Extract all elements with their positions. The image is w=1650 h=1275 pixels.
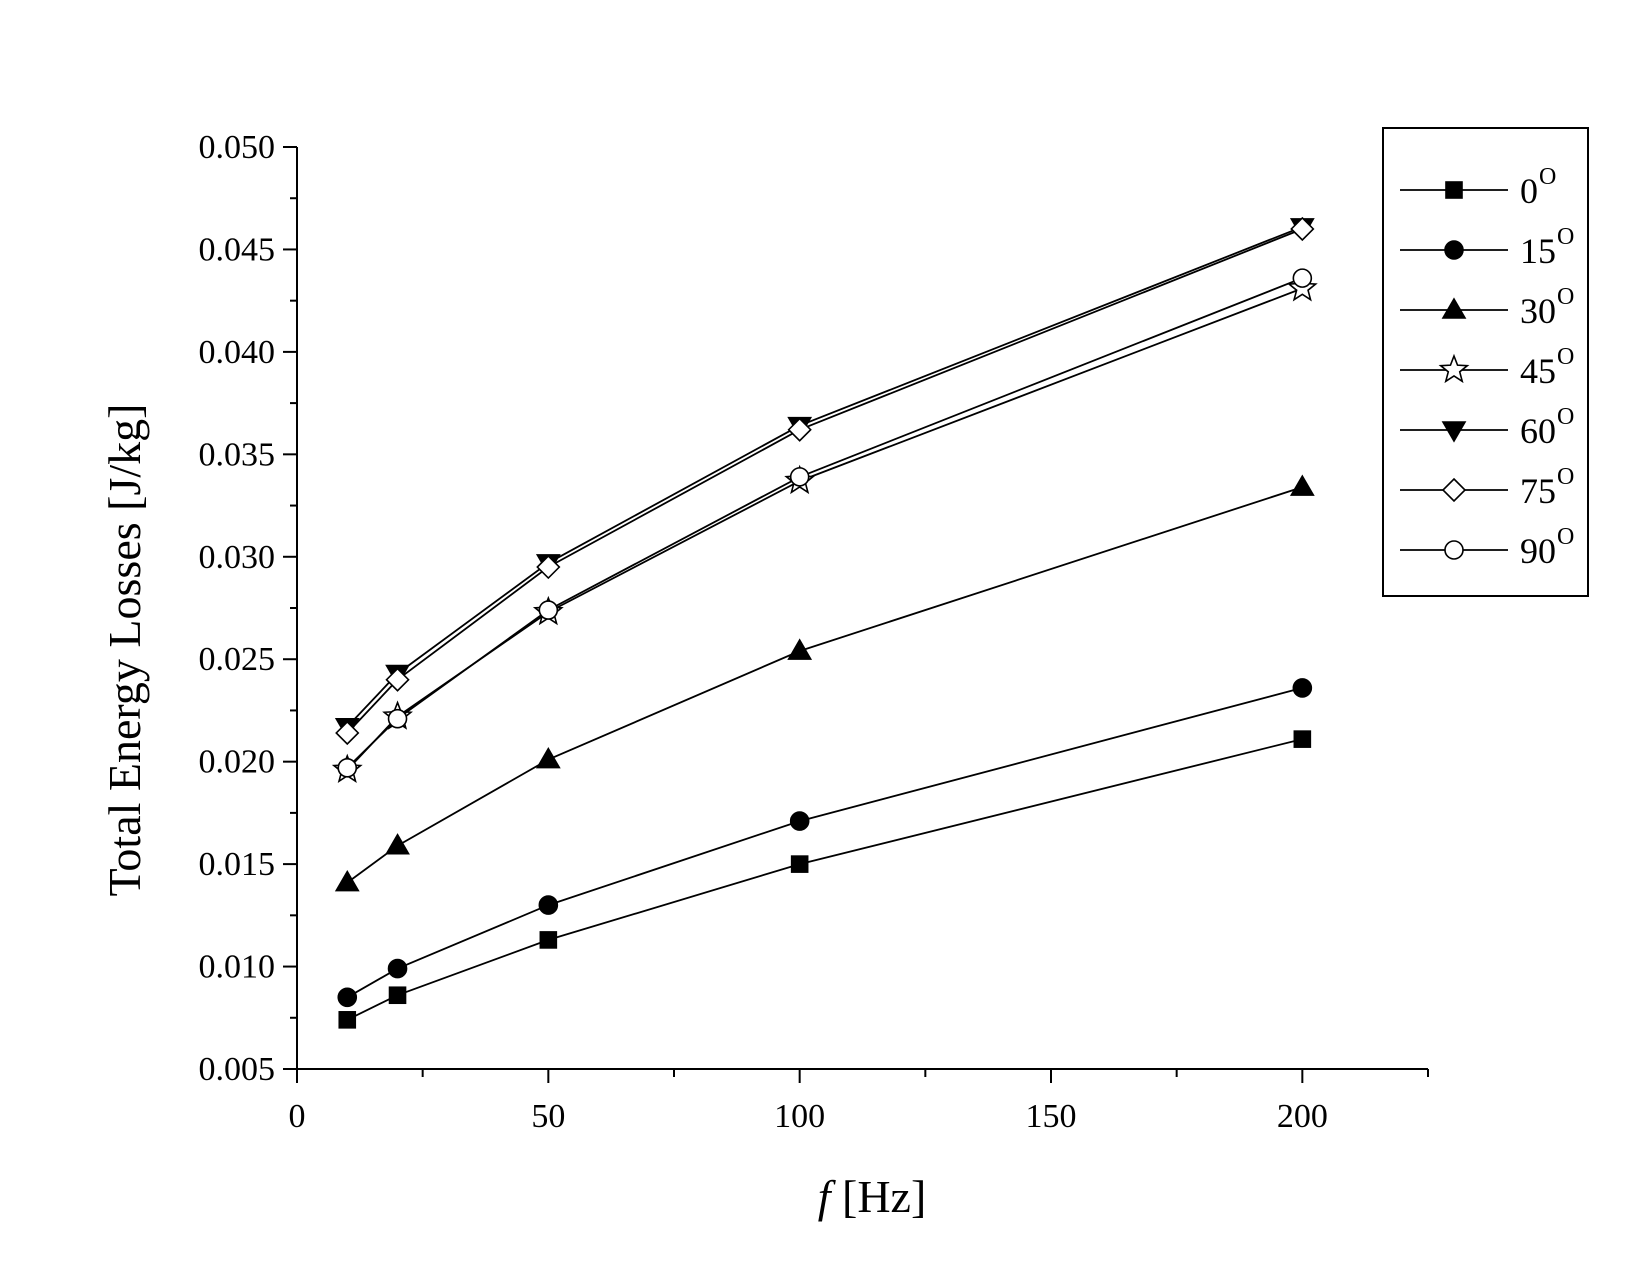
marker-square-filled <box>388 986 407 1005</box>
marker-circle-filled <box>1292 678 1313 698</box>
y-tick-label: 0.025 <box>199 641 276 678</box>
series-line <box>346 277 1303 769</box>
series-15 <box>337 678 1313 1008</box>
marker-diamond-open <box>1290 216 1315 242</box>
x-tick-label: 150 <box>1026 1098 1077 1135</box>
marker-square-filled <box>1445 181 1463 199</box>
marker-triangle-up-filled <box>535 747 561 769</box>
marker-circle-open <box>538 600 559 620</box>
marker-star-open <box>1438 353 1470 384</box>
marker-triangle-up-filled <box>787 638 813 660</box>
series-30 <box>334 474 1315 892</box>
marker-diamond-open <box>536 554 561 580</box>
legend-label: 75 <box>1520 471 1556 511</box>
marker-triangle-up-filled <box>385 833 410 855</box>
series-line <box>346 738 1303 1021</box>
legend-label-superscript: O <box>1557 404 1574 430</box>
series-45 <box>331 272 1318 783</box>
marker-circle-filled <box>387 958 408 979</box>
y-tick-label: 0.030 <box>199 539 276 576</box>
legend-item: 90 O <box>1400 524 1574 571</box>
x-axis-title-unit: [Hz] <box>831 1171 927 1222</box>
legend-label-superscript: O <box>1557 284 1574 310</box>
marker-circle-open <box>789 467 810 487</box>
legend-label-superscript: O <box>1557 464 1574 490</box>
y-tick-label: 0.010 <box>199 949 276 986</box>
marker-circle-open <box>1292 268 1313 288</box>
series-line <box>346 228 1303 734</box>
marker-circle-filled <box>538 895 559 915</box>
series-0 <box>338 730 1312 1029</box>
legend: 0 O15 O30 O45 O60 O75 O90 O <box>1382 127 1589 597</box>
marker-diamond-open <box>787 417 812 442</box>
marker-diamond-open <box>335 720 360 746</box>
marker-circle-filled <box>1444 240 1464 260</box>
series-line <box>346 287 1303 771</box>
series-90 <box>337 268 1313 778</box>
legend-label: 60 <box>1520 411 1556 451</box>
legend-box <box>1382 127 1589 597</box>
y-tick-label: 0.005 <box>199 1051 276 1088</box>
legend-label: 90 <box>1520 531 1556 571</box>
marker-diamond-open <box>1441 477 1467 503</box>
marker-circle-filled <box>789 811 810 831</box>
marker-triangle-down-filled <box>1441 421 1467 443</box>
x-axis-title: f [Hz] <box>818 1171 927 1222</box>
y-tick-label: 0.035 <box>199 436 276 473</box>
y-tick-label: 0.020 <box>199 744 276 781</box>
marker-square-filled <box>539 931 558 949</box>
marker-circle-open <box>1444 540 1464 560</box>
legend-item: 45 O <box>1400 344 1574 391</box>
legend-item: 75 O <box>1400 464 1574 511</box>
legend-label-superscript: O <box>1539 164 1556 190</box>
x-tick-label: 0 <box>289 1098 306 1135</box>
marker-triangle-up-filled <box>334 869 360 892</box>
y-tick-label: 0.015 <box>199 846 276 883</box>
marker-square-filled <box>338 1011 357 1029</box>
marker-circle-open <box>337 758 358 778</box>
legend-label-superscript: O <box>1557 224 1574 250</box>
x-tick-label: 100 <box>774 1098 825 1135</box>
y-axis-title: Total Energy Losses [J/kg] <box>99 404 150 897</box>
legend-item: 60 O <box>1400 404 1574 451</box>
marker-circle-filled <box>337 987 358 1008</box>
x-tick-label: 50 <box>531 1098 565 1135</box>
legend-label: 30 <box>1520 291 1556 331</box>
y-tick-label: 0.050 <box>199 129 276 166</box>
marker-triangle-up-filled <box>1289 474 1315 496</box>
legend-label-superscript: O <box>1557 524 1574 550</box>
legend-item: 15 O <box>1400 224 1574 271</box>
series-layer <box>331 216 1318 1029</box>
series-75 <box>335 216 1315 746</box>
axes: 0.005 0.010 0.015 0.020 0.025 0.030 0.035 0.040… <box>199 129 1429 1135</box>
legend-label: 45 <box>1520 351 1556 391</box>
marker-square-filled <box>790 855 809 873</box>
legend-item: 30 O <box>1400 284 1574 331</box>
series-60 <box>334 218 1315 740</box>
marker-diamond-open <box>385 667 410 692</box>
legend-label: 0 <box>1520 171 1538 211</box>
legend-label: 15 <box>1520 231 1556 271</box>
series-line <box>346 486 1303 884</box>
legend-label-superscript: O <box>1557 344 1574 370</box>
y-tick-label: 0.040 <box>199 334 276 371</box>
marker-circle-open <box>387 708 408 729</box>
x-tick-label: 200 <box>1277 1098 1328 1135</box>
y-tick-label: 0.045 <box>199 231 276 268</box>
marker-triangle-up-filled <box>1441 297 1467 319</box>
series-line <box>346 687 1303 999</box>
marker-square-filled <box>1293 730 1312 748</box>
